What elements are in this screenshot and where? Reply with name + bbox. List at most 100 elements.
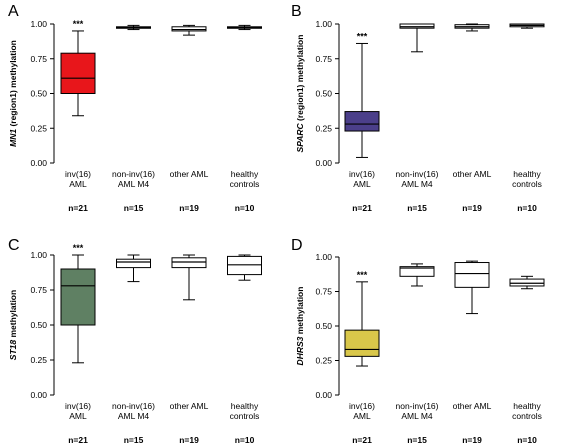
category-label: other AML	[170, 169, 209, 179]
sample-size-label: n=10	[517, 203, 537, 213]
y-tick-label: 0.00	[30, 390, 47, 400]
y-tick-label: 0.00	[315, 390, 332, 400]
y-axis-label: DHRS3 methylation	[295, 287, 305, 366]
sample-size-label: n=15	[407, 203, 427, 213]
category-label: controls	[230, 179, 260, 189]
sample-size-label: n=21	[352, 435, 372, 445]
box	[344, 329, 380, 357]
box-group: *** inv(16)AML n=21	[60, 243, 96, 445]
box-group: other AML n=19	[453, 23, 492, 213]
category-label: other AML	[453, 169, 492, 179]
panel-label: B	[291, 3, 302, 20]
box	[399, 23, 435, 29]
box-group: non-inv(16)AML M4 n=15	[396, 263, 439, 445]
y-tick-label: 0.75	[30, 54, 47, 64]
box-group: *** inv(16)AML n=21	[60, 19, 96, 213]
box	[344, 111, 380, 132]
y-tick-label: 0.00	[315, 158, 332, 168]
panel-label: C	[8, 237, 20, 254]
y-axis-label-text: methylation	[295, 287, 305, 337]
box-group: non-inv(16)AML M4 n=15	[112, 254, 155, 445]
category-label: AML M4	[118, 179, 150, 189]
y-axis-label: SPARC (region1) methylation	[295, 35, 305, 153]
y-tick-label: 0.50	[315, 321, 332, 331]
y-tick-label: 0.25	[30, 123, 47, 133]
y-tick-label: 0.25	[315, 356, 332, 366]
y-axis-label-gene: SPARC	[295, 122, 305, 152]
category-label: other AML	[453, 401, 492, 411]
category-label: controls	[512, 411, 542, 421]
y-tick-label: 0.25	[315, 123, 332, 133]
y-axis-label-text: (region1) methylation	[295, 35, 305, 124]
category-label: healthy	[231, 401, 259, 411]
y-tick-label: 0.75	[30, 285, 47, 295]
category-label: inv(16)	[65, 401, 91, 411]
panel-c: C 0.00 0.25 0.50 0.75 1.00 ST18 methylation ***…	[8, 237, 262, 445]
category-label: non-inv(16)	[112, 169, 155, 179]
category-label: AML	[353, 179, 371, 189]
sample-size-label: n=21	[352, 203, 372, 213]
category-label: non-inv(16)	[112, 401, 155, 411]
y-axis-label-text: methylation	[8, 290, 18, 340]
box-group: other AML n=19	[170, 254, 209, 445]
significance-label: ***	[357, 31, 368, 41]
sample-size-label: n=15	[124, 203, 144, 213]
significance-label: ***	[357, 270, 368, 280]
sample-size-label: n=21	[68, 435, 88, 445]
y-tick-label: 1.00	[315, 19, 332, 29]
category-label: healthy	[513, 169, 541, 179]
sample-size-label: n=10	[235, 435, 255, 445]
box-group: non-inv(16)AML M4 n=15	[112, 24, 155, 213]
category-label: non-inv(16)	[396, 401, 439, 411]
y-axis-label-gene: ST18	[8, 340, 18, 361]
y-tick-label: 1.00	[315, 252, 332, 262]
box-group: other AML n=19	[453, 260, 492, 445]
category-label: AML	[353, 411, 371, 421]
box	[509, 278, 545, 287]
category-label: controls	[230, 411, 260, 421]
sample-size-label: n=15	[124, 435, 144, 445]
significance-label: ***	[73, 243, 84, 253]
category-label: healthy	[231, 169, 259, 179]
box	[60, 52, 96, 94]
box	[171, 257, 207, 269]
box	[454, 262, 490, 288]
y-axis-label: MN1 (region1) methylation	[8, 40, 18, 147]
sample-size-label: n=19	[462, 203, 482, 213]
y-axis-label: ST18 methylation	[8, 290, 18, 360]
category-label: AML	[69, 411, 87, 421]
panel-b: B 0.00 0.25 0.50 0.75 1.00 SPARC (region1) met…	[291, 3, 545, 213]
category-label: inv(16)	[65, 169, 91, 179]
panel-label: D	[291, 237, 303, 254]
category-label: other AML	[170, 401, 209, 411]
sample-size-label: n=19	[179, 435, 199, 445]
box-group: *** inv(16)AML n=21	[344, 31, 380, 213]
sample-size-label: n=10	[517, 435, 537, 445]
y-axis-label-text: (region1) methylation	[8, 40, 18, 129]
panel-a: A 0.00 0.25 0.50 0.75 1.00 MN1 (region1) methy…	[8, 3, 262, 213]
y-axis-label-gene: DHRS3	[295, 336, 305, 365]
category-label: controls	[512, 179, 542, 189]
panel-label: A	[8, 3, 19, 20]
box	[227, 255, 262, 276]
category-label: healthy	[513, 401, 541, 411]
category-label: inv(16)	[349, 169, 375, 179]
box-group: non-inv(16)AML M4 n=15	[396, 23, 439, 213]
sample-size-label: n=15	[407, 435, 427, 445]
category-label: AML M4	[401, 179, 433, 189]
sample-size-label: n=19	[462, 435, 482, 445]
y-tick-label: 0.75	[315, 287, 332, 297]
box	[60, 268, 96, 326]
box	[116, 258, 151, 269]
category-label: AML M4	[118, 411, 150, 421]
category-label: inv(16)	[349, 401, 375, 411]
box	[171, 26, 207, 32]
sample-size-label: n=10	[235, 203, 255, 213]
box	[399, 266, 435, 277]
significance-label: ***	[73, 19, 84, 29]
